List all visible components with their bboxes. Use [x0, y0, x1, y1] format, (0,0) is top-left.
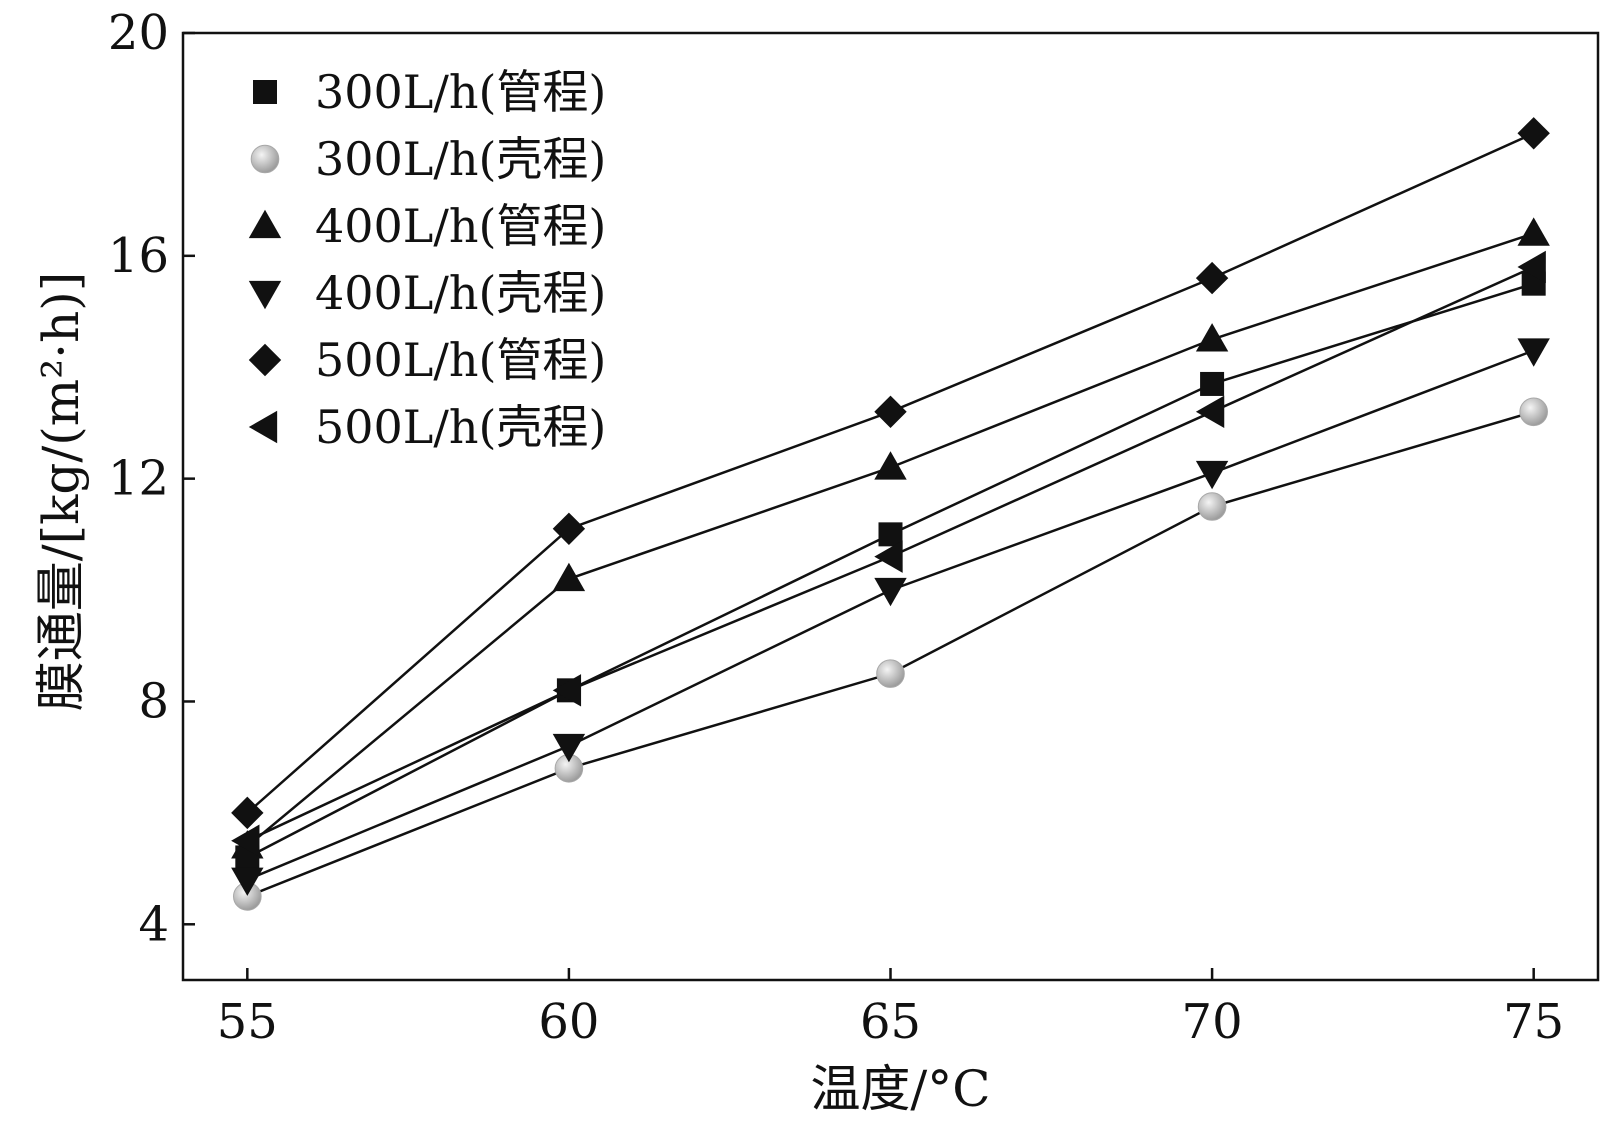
- legend-marker: [248, 343, 282, 377]
- legend-item: 400L/h(管程): [248, 199, 606, 253]
- y-tick-label: 12: [108, 451, 169, 507]
- data-point: [874, 395, 907, 428]
- data-point: [878, 522, 903, 547]
- data-point: [1200, 371, 1225, 396]
- data-point: [552, 733, 586, 763]
- series-group: [231, 117, 1550, 911]
- x-tick-label: 55: [217, 994, 278, 1050]
- legend-item: 500L/h(壳程): [248, 400, 606, 454]
- data-point: [1517, 117, 1550, 150]
- x-tick-label: 70: [1182, 994, 1243, 1050]
- data-point: [552, 562, 586, 592]
- series-6: [231, 250, 1546, 857]
- data-point: [1519, 397, 1548, 427]
- series-4: [231, 338, 1550, 896]
- axes: 55 60 65 70 75 4 8 12 16 20: [108, 5, 1600, 1050]
- series-2: [233, 397, 1548, 911]
- data-point: [1195, 395, 1225, 428]
- legend-marker: [250, 144, 280, 174]
- data-point: [874, 577, 907, 607]
- data-point: [1517, 217, 1550, 246]
- data-point: [552, 512, 586, 545]
- x-axis-title: 温度/°C: [810, 1060, 990, 1118]
- legend-label: 400L/h(管程): [315, 199, 606, 253]
- series-line: [246, 410, 1535, 898]
- legend: 300L/h(管程) 300L/h(壳程) 400L/h(管程) 400L/h(壳程)…: [248, 65, 606, 454]
- data-point: [1517, 338, 1550, 367]
- legend-label: 300L/h(壳程): [315, 132, 606, 186]
- data-point: [1195, 323, 1229, 352]
- y-tick-label: 20: [108, 5, 169, 61]
- data-point: [876, 659, 905, 688]
- legend-item: 400L/h(壳程): [248, 266, 606, 320]
- data-point: [1197, 492, 1227, 521]
- legend-marker: [248, 280, 282, 310]
- legend-marker: [253, 80, 277, 104]
- data-point: [552, 674, 582, 707]
- x-tick-label: 60: [538, 994, 599, 1050]
- data-point: [231, 867, 264, 896]
- legend-label: 400L/h(壳程): [315, 266, 606, 320]
- legend-label: 300L/h(管程): [315, 65, 606, 119]
- y-tick-label: 8: [138, 673, 169, 729]
- series-5: [231, 117, 1550, 830]
- legend-label: 500L/h(壳程): [315, 400, 606, 454]
- legend-marker: [248, 410, 278, 444]
- data-point: [1195, 261, 1229, 295]
- x-tick-label: 65: [860, 994, 921, 1050]
- y-axis-title: 膜通量/[kg/(m²·h)]: [32, 272, 90, 712]
- data-point: [1517, 250, 1546, 284]
- data-point: [231, 824, 260, 857]
- x-tick-label: 75: [1503, 994, 1564, 1050]
- data-point: [1195, 460, 1229, 490]
- data-point: [231, 796, 264, 830]
- legend-label: 500L/h(管程): [315, 333, 606, 387]
- data-point: [874, 451, 907, 480]
- legend-item: 300L/h(壳程): [250, 132, 606, 186]
- legend-item: 300L/h(管程): [253, 65, 606, 119]
- legend-item: 500L/h(管程): [248, 333, 606, 387]
- legend-marker: [248, 209, 282, 239]
- data-point: [874, 540, 903, 573]
- y-tick-label: 4: [138, 896, 169, 952]
- y-tick-label: 16: [108, 228, 169, 284]
